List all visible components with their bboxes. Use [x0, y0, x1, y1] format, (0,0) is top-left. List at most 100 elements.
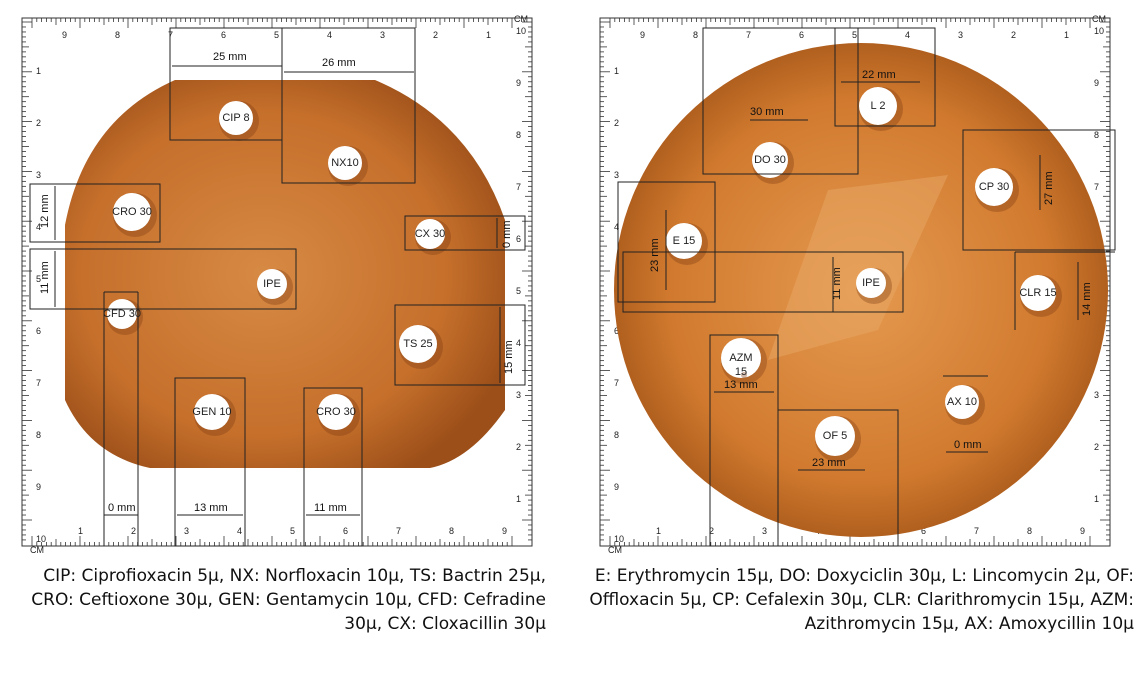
- right-plate-streak: [768, 175, 948, 360]
- ruler-bottom-number: 7: [974, 526, 979, 536]
- ruler-top-number: 1: [1064, 30, 1069, 40]
- antibiotic-disk: NX10: [328, 146, 368, 186]
- ruler-left-number: 9: [614, 482, 619, 492]
- disk-label: OF 5: [823, 430, 847, 442]
- antibiotic-disk: CX 30: [415, 219, 451, 255]
- left-measure-ipe: 11 mm: [39, 261, 51, 294]
- ruler-bottom-number: 4: [237, 526, 242, 536]
- ruler-bottom-number: 7: [396, 526, 401, 536]
- antibiotic-disk: L 2: [859, 87, 903, 131]
- left-measure-nx: 26 mm: [322, 57, 356, 69]
- ruler-right-number: 2: [516, 442, 521, 452]
- antibiotic-disk: CIP 8: [219, 101, 259, 141]
- ruler-top-number: 4: [327, 30, 332, 40]
- left-measure-ts: 15 mm: [503, 340, 515, 374]
- disk-label: DO 30: [754, 154, 786, 166]
- right-plate-panel: CM CM 9876543211234567891234567891010987…: [578, 0, 1135, 680]
- ruler-left-number: 10: [36, 534, 46, 544]
- ruler-top-number: 6: [799, 30, 804, 40]
- ruler-right-number: 4: [516, 338, 521, 348]
- ruler-right-number: 8: [516, 130, 521, 140]
- ruler-top-number: 1: [486, 30, 491, 40]
- ruler-left-number: 6: [36, 326, 41, 336]
- right-measure-e: 23 mm: [649, 238, 661, 272]
- antibiotic-disk: IPE: [257, 269, 293, 305]
- antibiotic-disk: CRO 30: [112, 193, 157, 237]
- ruler-right-number: 1: [516, 494, 521, 504]
- ruler-left-number: 10: [614, 534, 624, 544]
- left-ruler-unit-top: CM: [514, 14, 528, 24]
- ruler-right-number: 8: [1094, 130, 1099, 140]
- left-measure-gen: 13 mm: [194, 502, 228, 514]
- ruler-bottom-number: 6: [343, 526, 348, 536]
- ruler-right-number: 10: [516, 26, 526, 36]
- ruler-top-number: 3: [958, 30, 963, 40]
- antibiotic-disk: CFD 30: [103, 299, 143, 335]
- left-measure-lines: [29, 27, 526, 547]
- ruler-right-number: 6: [516, 234, 521, 244]
- right-measure-ax: 0 mm: [954, 439, 982, 451]
- left-measure-cro-top: 12 mm: [39, 194, 51, 228]
- ruler-right-number: 3: [516, 390, 521, 400]
- right-measure-cp: 27 mm: [1043, 171, 1055, 205]
- left-plate-figure: CM CM 9 8 7 6 5 4 3 2 1 1 2 3 4 5 6 7 8 9 1 2 3 4 5 6 7 8 9 10 10 9 8 7…: [21, 14, 533, 555]
- ruler-right-number: 5: [516, 286, 521, 296]
- ruler-right-number: 10: [1094, 26, 1104, 36]
- ruler-top-number: 3: [380, 30, 385, 40]
- ruler-left-number: 8: [614, 430, 619, 440]
- ruler-bottom-number: 5: [290, 526, 295, 536]
- antibiotic-disk: AZM: [721, 338, 767, 384]
- left-ruler-ticks: [22, 18, 532, 546]
- left-measure-cx: 0 mm: [501, 221, 513, 249]
- ruler-top-number: 2: [1011, 30, 1016, 40]
- antibiotic-disk: CP 30: [975, 168, 1019, 212]
- antibiotic-disk: AX 10: [945, 385, 985, 425]
- right-measure-l: 22 mm: [862, 69, 896, 81]
- antibiotic-disk: GEN 10: [192, 394, 236, 436]
- ruler-bottom-number: 8: [1027, 526, 1032, 536]
- right-ruler-unit-bottom: CM: [608, 545, 622, 555]
- ruler-right-number: 9: [1094, 78, 1099, 88]
- disk-label: CP 30: [979, 181, 1009, 193]
- ruler-right-number: 7: [1094, 182, 1099, 192]
- ruler-bottom-number: 2: [709, 526, 714, 536]
- right-measure-do: 30 mm: [750, 106, 784, 118]
- ruler-left-number: 3: [36, 170, 41, 180]
- left-ruler-numbers: 9 8 7 6 5 4 3 2 1 1 2 3 4 5 6 7 8 9 1 2 3 4 5 6 7 8 9 10 10 9 8 7 6 5 4 3 2 1: [36, 26, 526, 544]
- ruler-top-number: 9: [62, 30, 67, 40]
- antibiotic-disk: TS 25: [399, 325, 443, 369]
- ruler-left-number: 5: [36, 274, 41, 284]
- ruler-left-number: 7: [614, 378, 619, 388]
- left-plate-panel: CM CM 9 8 7 6 5 4 3 2 1 1 2 3 4 5 6 7 8 9 1 2 3 4 5 6 7 8 9 10 10 9 8 7…: [0, 0, 560, 680]
- ruler-left-number: 6: [614, 326, 619, 336]
- left-caption: CIP: Ciprofioxacin 5µ, NX: Norfloxacin 1…: [31, 566, 546, 634]
- left-measure-cfd: 0 mm: [108, 502, 136, 514]
- disk-label: GEN 10: [192, 406, 231, 418]
- ruler-bottom-number: 9: [502, 526, 507, 536]
- ruler-top-number: 8: [693, 30, 698, 40]
- ruler-bottom-number: 8: [449, 526, 454, 536]
- antibiotic-disk: E 15: [666, 223, 708, 265]
- right-plate-figure: CM CM 9876543211234567891234567891010987…: [599, 14, 1116, 555]
- antibiotic-disk: CRO 30: [316, 394, 360, 436]
- ruler-left-number: 4: [614, 222, 619, 232]
- right-ruler-unit-top: CM: [1092, 14, 1106, 24]
- antibiotic-disk: CLR 15: [1019, 275, 1062, 317]
- ruler-right-number: 3: [1094, 390, 1099, 400]
- antibiotic-disk: 15: [735, 366, 747, 379]
- right-caption: E: Erythromycin 15µ, DO: Doxyciclin 30µ,…: [589, 566, 1134, 634]
- ruler-right-number: 2: [1094, 442, 1099, 452]
- ruler-left-number: 1: [614, 66, 619, 76]
- ruler-top-number: 7: [746, 30, 751, 40]
- ruler-top-number: 5: [274, 30, 279, 40]
- ruler-top-number: 5: [852, 30, 857, 40]
- ruler-left-number: 8: [36, 430, 41, 440]
- ruler-bottom-number: 2: [131, 526, 136, 536]
- ruler-bottom-number: 1: [78, 526, 83, 536]
- disk-label: CIP 8: [222, 112, 249, 124]
- ruler-bottom-number: 3: [184, 526, 189, 536]
- ruler-bottom-number: 3: [762, 526, 767, 536]
- right-measure-lines: [617, 27, 1116, 547]
- right-measure-ipe: 11 mm: [831, 267, 843, 300]
- right-measure-clr: 14 mm: [1081, 282, 1093, 316]
